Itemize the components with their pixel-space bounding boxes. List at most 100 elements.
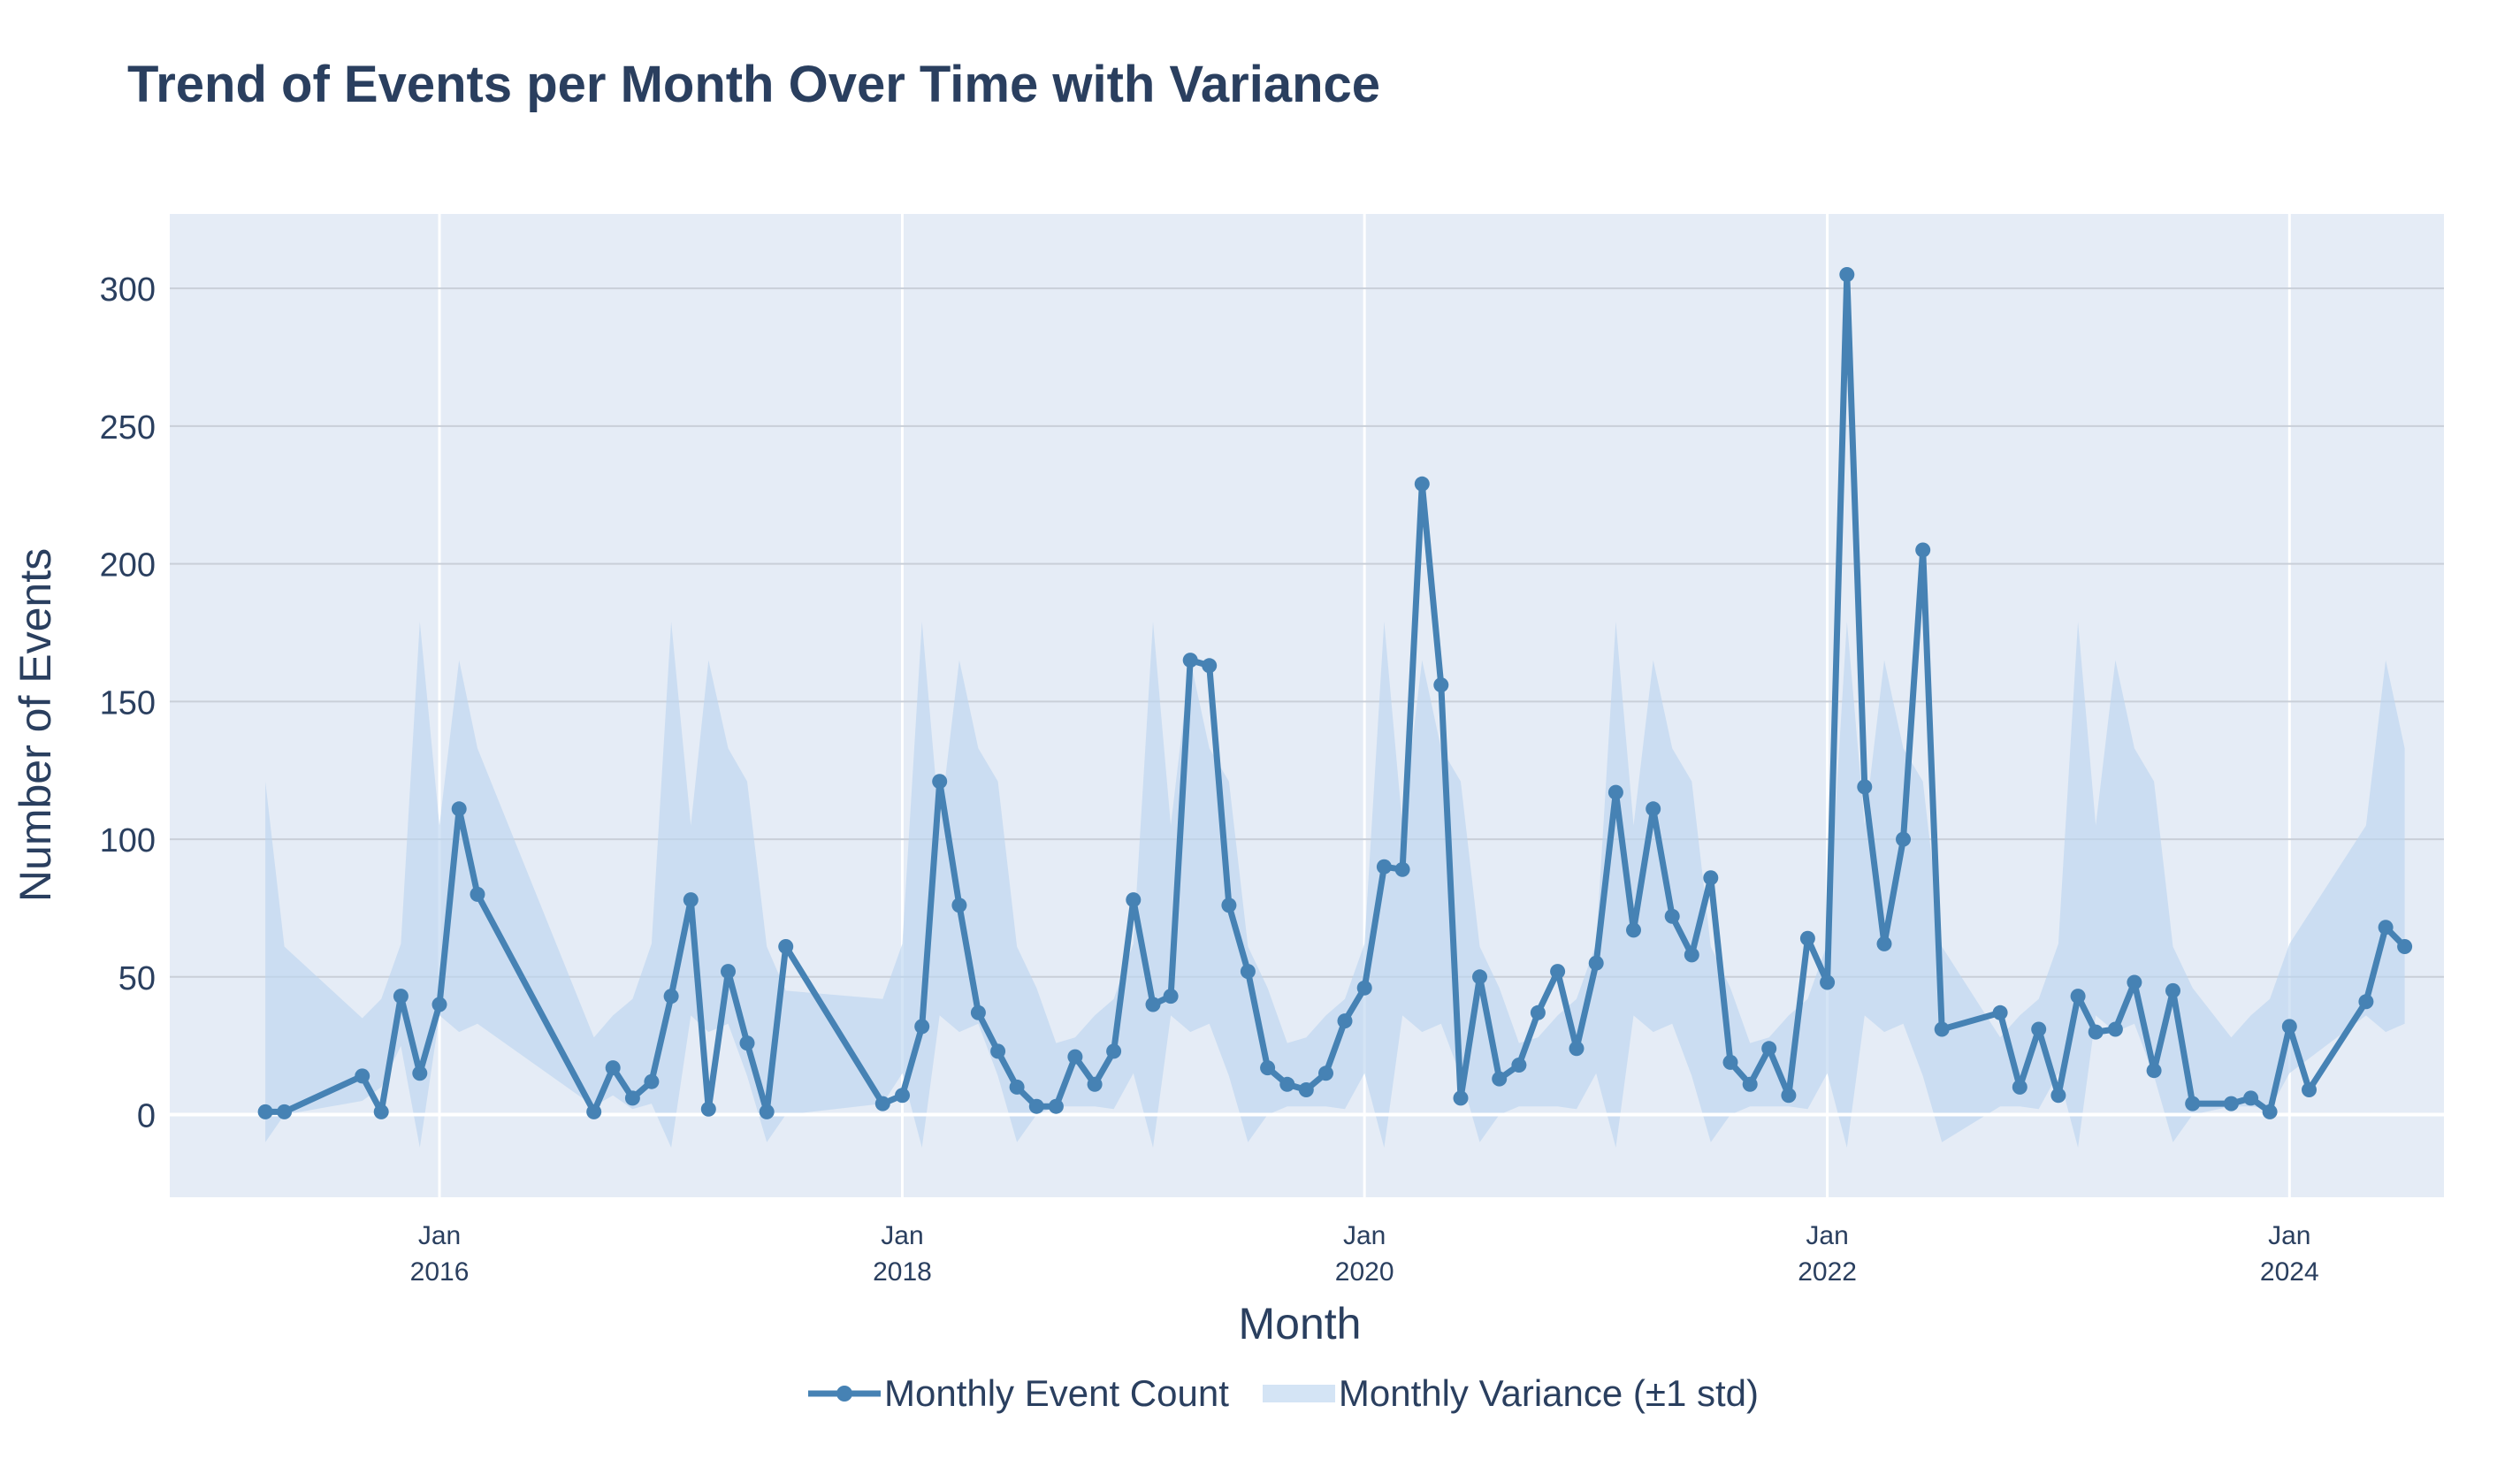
data-point: [721, 964, 736, 980]
data-point: [1318, 1066, 1333, 1081]
legend-line-swatch: [808, 1386, 881, 1402]
data-point: [2302, 1082, 2317, 1097]
data-point: [586, 1104, 602, 1119]
data-point: [412, 1066, 428, 1081]
data-point: [895, 1088, 910, 1104]
data-point: [1857, 779, 1873, 795]
x-tick-label-month: Jan: [2268, 1221, 2310, 1250]
x-tick-label-month: Jan: [418, 1221, 461, 1250]
data-point: [1722, 1054, 1738, 1070]
x-tick-label-year: 2018: [873, 1257, 932, 1287]
data-point: [1472, 969, 1487, 985]
data-point: [1550, 964, 1566, 980]
data-point: [1588, 955, 1604, 971]
data-point: [1761, 1041, 1777, 1057]
data-point: [2223, 1096, 2239, 1111]
data-point: [1202, 658, 1218, 674]
data-point: [970, 1004, 986, 1020]
data-point: [355, 1068, 370, 1084]
data-point: [2262, 1104, 2278, 1119]
y-tick-label: 50: [118, 960, 156, 997]
data-point: [874, 1096, 890, 1111]
data-point: [2358, 994, 2374, 1010]
data-point: [451, 801, 467, 817]
data-point: [739, 1035, 755, 1051]
data-point: [1799, 930, 1815, 946]
data-point: [1626, 922, 1641, 938]
data-point: [1376, 859, 1392, 875]
data-point: [2050, 1088, 2066, 1104]
y-tick-label: 100: [100, 822, 156, 859]
data-point: [2070, 989, 2086, 1004]
data-point: [2243, 1090, 2259, 1106]
data-point: [1394, 861, 1410, 877]
data-point: [373, 1104, 389, 1119]
legend-item-event-count[interactable]: Monthly Event Count: [805, 1372, 1229, 1415]
data-point: [1664, 908, 1680, 924]
data-point: [2031, 1021, 2047, 1037]
data-point: [1260, 1060, 1276, 1076]
data-point: [1896, 831, 1911, 847]
data-point: [1607, 784, 1623, 800]
y-tick-label: 150: [100, 684, 156, 722]
data-point: [277, 1104, 293, 1119]
data-point: [1106, 1043, 1122, 1059]
variance-band: [265, 622, 2405, 1148]
data-point: [1703, 870, 1719, 886]
data-point: [1240, 964, 1256, 980]
data-point: [1781, 1088, 1797, 1104]
data-point: [1433, 677, 1449, 693]
data-point: [431, 997, 447, 1012]
data-point: [914, 1019, 930, 1035]
data-point: [759, 1104, 775, 1119]
data-point: [778, 939, 794, 954]
data-point: [1569, 1041, 1585, 1057]
data-point: [1992, 1004, 2008, 1020]
legend-band-swatch: [1262, 1385, 1335, 1402]
data-point: [1221, 898, 1237, 913]
data-point: [1337, 1013, 1353, 1029]
data-point: [257, 1104, 273, 1119]
data-point: [951, 898, 967, 913]
x-axis-title: Month: [1238, 1299, 1362, 1348]
x-tick-label-year: 2024: [2260, 1257, 2319, 1287]
data-point: [1414, 476, 1430, 492]
data-point: [2107, 1021, 2123, 1037]
data-point: [624, 1090, 640, 1106]
x-tick-label-year: 2022: [1798, 1257, 1857, 1287]
data-point: [470, 886, 485, 902]
data-point: [1492, 1071, 1508, 1087]
data-point: [1646, 801, 1661, 817]
data-point: [2146, 1063, 2162, 1079]
data-point: [1876, 936, 1892, 951]
legend-label-event-count: Monthly Event Count: [884, 1372, 1229, 1414]
data-point: [1530, 1004, 1546, 1020]
data-point: [1511, 1058, 1527, 1073]
data-point: [1126, 892, 1142, 908]
data-point: [1742, 1076, 1758, 1092]
data-point: [605, 1060, 621, 1076]
legend-item-variance[interactable]: Monthly Variance (±1 std): [1259, 1372, 1759, 1415]
data-point: [1356, 980, 1372, 996]
data-point: [1915, 542, 1931, 558]
data-point: [663, 989, 679, 1004]
data-point: [1298, 1082, 1314, 1097]
data-point: [1279, 1076, 1295, 1092]
data-point: [1067, 1049, 1083, 1065]
data-point: [2185, 1096, 2201, 1111]
data-point: [700, 1101, 716, 1117]
data-point: [2281, 1019, 2297, 1035]
data-point: [2165, 982, 2180, 998]
data-point: [2397, 939, 2413, 954]
data-point: [1820, 974, 1836, 990]
y-tick-label: 0: [137, 1098, 156, 1135]
y-tick-label: 200: [100, 547, 156, 584]
data-point: [1163, 989, 1179, 1004]
data-point: [932, 774, 948, 790]
legend-label-variance: Monthly Variance (±1 std): [1338, 1372, 1759, 1414]
data-point: [2127, 974, 2142, 990]
chart-title: Trend of Events per Month Over Time with…: [127, 56, 1381, 113]
data-point: [1087, 1076, 1103, 1092]
y-tick-label: 300: [100, 271, 156, 309]
